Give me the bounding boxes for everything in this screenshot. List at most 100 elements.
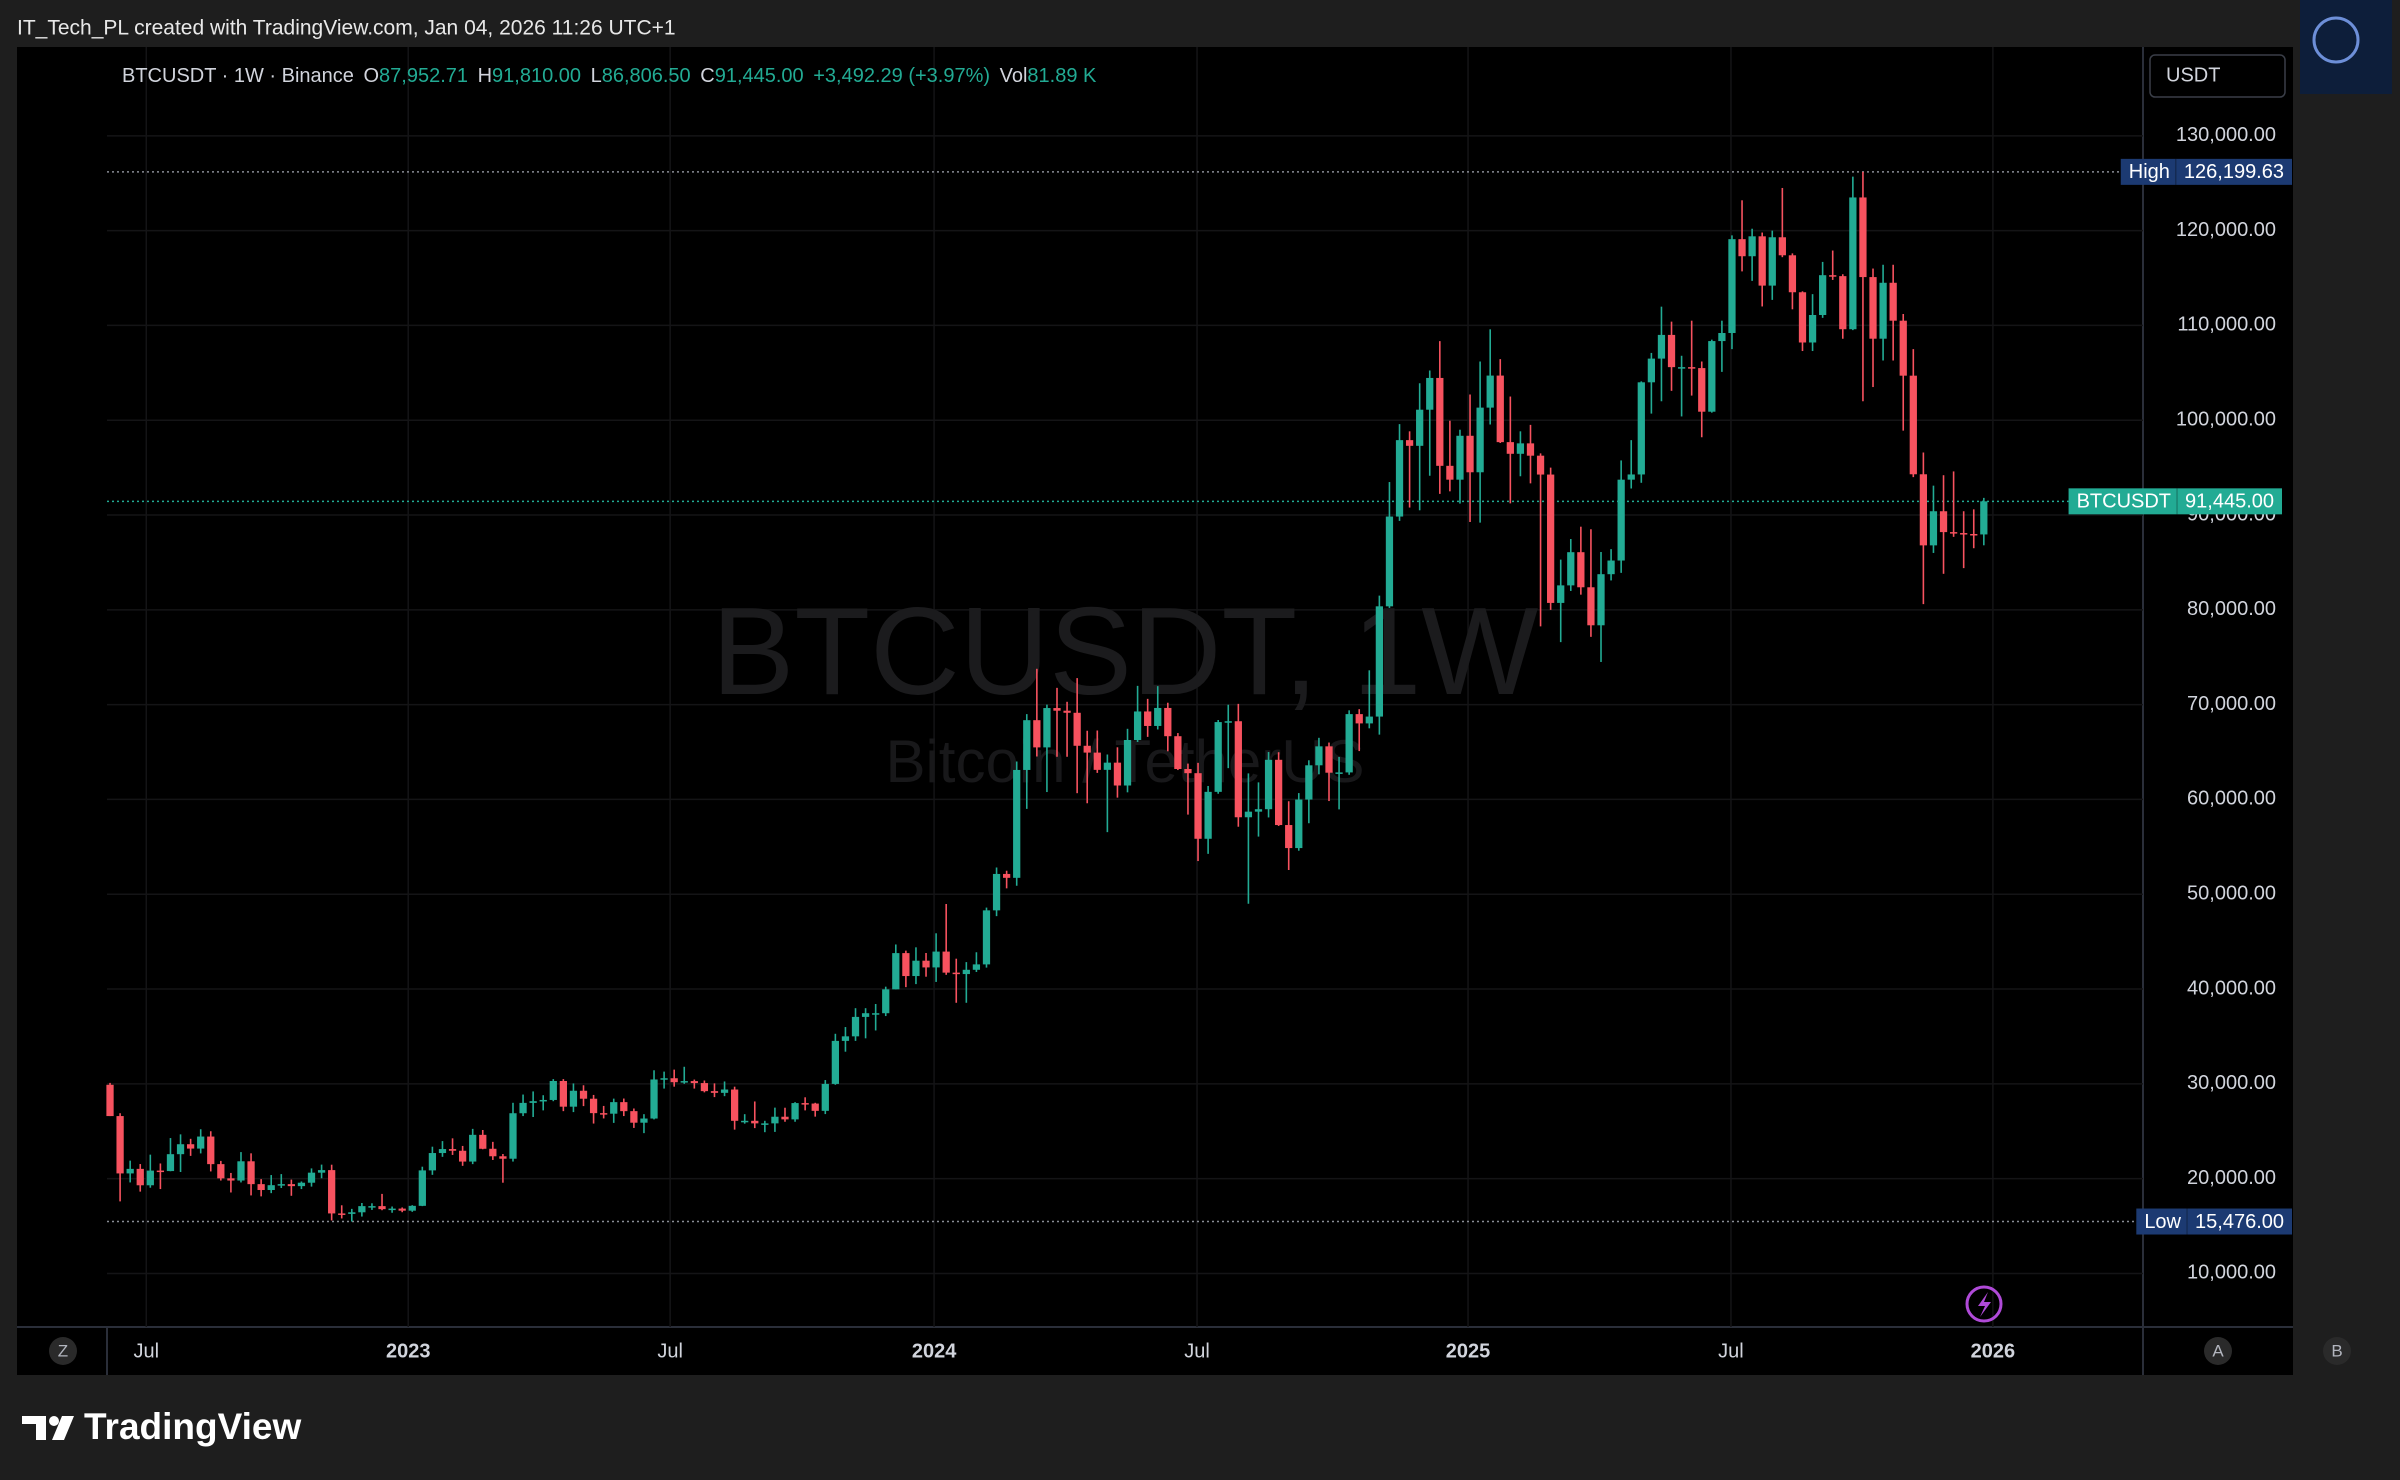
- candle-body: [469, 1134, 477, 1162]
- candle-body: [166, 1154, 175, 1172]
- price-marker: 126,199.63 High: [2120, 158, 2292, 185]
- x-tick-label: Jul: [134, 1340, 160, 1362]
- candle-body: [438, 1149, 447, 1154]
- scale-button-label[interactable]: B: [2331, 1341, 2342, 1360]
- candle-body: [771, 1116, 779, 1124]
- candle-body: [1536, 455, 1545, 475]
- candle-body: [1597, 574, 1605, 626]
- candle-body: [176, 1144, 185, 1155]
- candle-body: [1325, 746, 1333, 773]
- candle-body: [1013, 769, 1021, 878]
- candle-body: [398, 1208, 406, 1211]
- currency-label[interactable]: USDT: [2166, 64, 2220, 86]
- x-tick-label: Jul: [1718, 1340, 1744, 1362]
- currency-button[interactable]: [2149, 54, 2286, 98]
- candle-body: [1899, 320, 1907, 376]
- candle-body: [1758, 236, 1766, 286]
- candle-body: [1859, 197, 1867, 278]
- candle-body: [116, 1116, 124, 1174]
- candle-body: [1244, 811, 1253, 818]
- candle-body: [1526, 443, 1535, 456]
- candle-body: [1879, 282, 1887, 339]
- candle-body: [670, 1078, 678, 1083]
- alert-icon[interactable]: [1965, 1285, 2003, 1323]
- candle-body: [1607, 560, 1615, 575]
- candle-body: [851, 1016, 860, 1037]
- y-tick-label: 60,000.00: [2187, 788, 2276, 810]
- candle-body: [146, 1170, 154, 1186]
- candle-body: [1637, 382, 1645, 475]
- x-tick-label: Jul: [1184, 1340, 1210, 1362]
- watermark-title: BTCUSDT, 1W: [712, 583, 1539, 721]
- candle-body: [791, 1103, 799, 1120]
- candle-body: [952, 972, 960, 975]
- scale-button[interactable]: [2204, 1337, 2232, 1365]
- scale-button[interactable]: [2323, 1337, 2351, 1365]
- x-tick-label: 2023: [386, 1340, 431, 1362]
- candle-body: [962, 969, 970, 975]
- y-tick-label: 70,000.00: [2187, 693, 2276, 715]
- logo-shape: [22, 1416, 46, 1440]
- candle-body: [1486, 375, 1494, 408]
- scale-button-label[interactable]: Z: [58, 1341, 68, 1360]
- candle-body: [992, 873, 1001, 911]
- legend-high: 91,810.00: [492, 65, 581, 87]
- candle-body: [620, 1102, 628, 1112]
- price-marker-label: High: [2129, 161, 2170, 183]
- candle-body: [1103, 762, 1111, 770]
- candle-body: [217, 1164, 225, 1179]
- candle-body: [1617, 479, 1625, 561]
- y-tick-label: 100,000.00: [2176, 409, 2276, 431]
- candle-body: [831, 1040, 839, 1084]
- candle-body: [1939, 511, 1948, 533]
- candle-body: [1929, 511, 1938, 546]
- candle-body: [479, 1134, 487, 1149]
- candle-body: [1133, 711, 1142, 740]
- candle-body: [1657, 334, 1666, 359]
- candle-body: [1113, 762, 1122, 786]
- candle-body: [1123, 739, 1132, 786]
- y-tick-label: 10,000.00: [2187, 1262, 2276, 1284]
- candle-body: [1063, 710, 1071, 713]
- candle-body: [781, 1116, 789, 1120]
- candle-body: [1365, 716, 1373, 724]
- candle-body: [1446, 465, 1454, 480]
- candle-body: [539, 1099, 547, 1102]
- candle-body: [589, 1098, 598, 1114]
- candle-body: [1587, 587, 1595, 626]
- candle-body: [257, 1184, 265, 1191]
- candle-body: [630, 1111, 638, 1123]
- candle-body: [1234, 721, 1242, 818]
- candle-body: [932, 951, 940, 968]
- candle-body: [368, 1206, 376, 1208]
- y-tick-label: 40,000.00: [2187, 977, 2276, 999]
- candle-body: [1688, 367, 1696, 369]
- candle-body: [801, 1103, 809, 1105]
- candle-body: [1275, 759, 1283, 826]
- candle-body: [1819, 275, 1827, 316]
- candle-body: [1718, 333, 1726, 342]
- candle-body: [1073, 712, 1081, 746]
- scale-button[interactable]: [49, 1337, 77, 1365]
- candle-body: [1909, 375, 1917, 475]
- x-tick-label: Jul: [657, 1340, 683, 1362]
- candle-body: [458, 1150, 467, 1162]
- candle-body: [700, 1083, 709, 1092]
- y-tick-label: 120,000.00: [2176, 219, 2276, 241]
- candle-body: [1395, 440, 1404, 517]
- candle-body: [610, 1102, 618, 1114]
- candle-body: [1436, 377, 1444, 466]
- candle-body: [197, 1136, 205, 1149]
- candle-body: [1798, 292, 1807, 343]
- candle-body: [1023, 720, 1031, 770]
- candle-body: [1949, 532, 1958, 534]
- candle-body: [559, 1080, 567, 1107]
- candle-body: [741, 1120, 749, 1123]
- candle-body: [126, 1168, 134, 1174]
- candle-body: [549, 1080, 557, 1100]
- scale-button-label[interactable]: A: [2212, 1341, 2224, 1360]
- header-text: IT_Tech_PL created with TradingView.com,…: [17, 17, 676, 40]
- candle-body: [600, 1113, 608, 1115]
